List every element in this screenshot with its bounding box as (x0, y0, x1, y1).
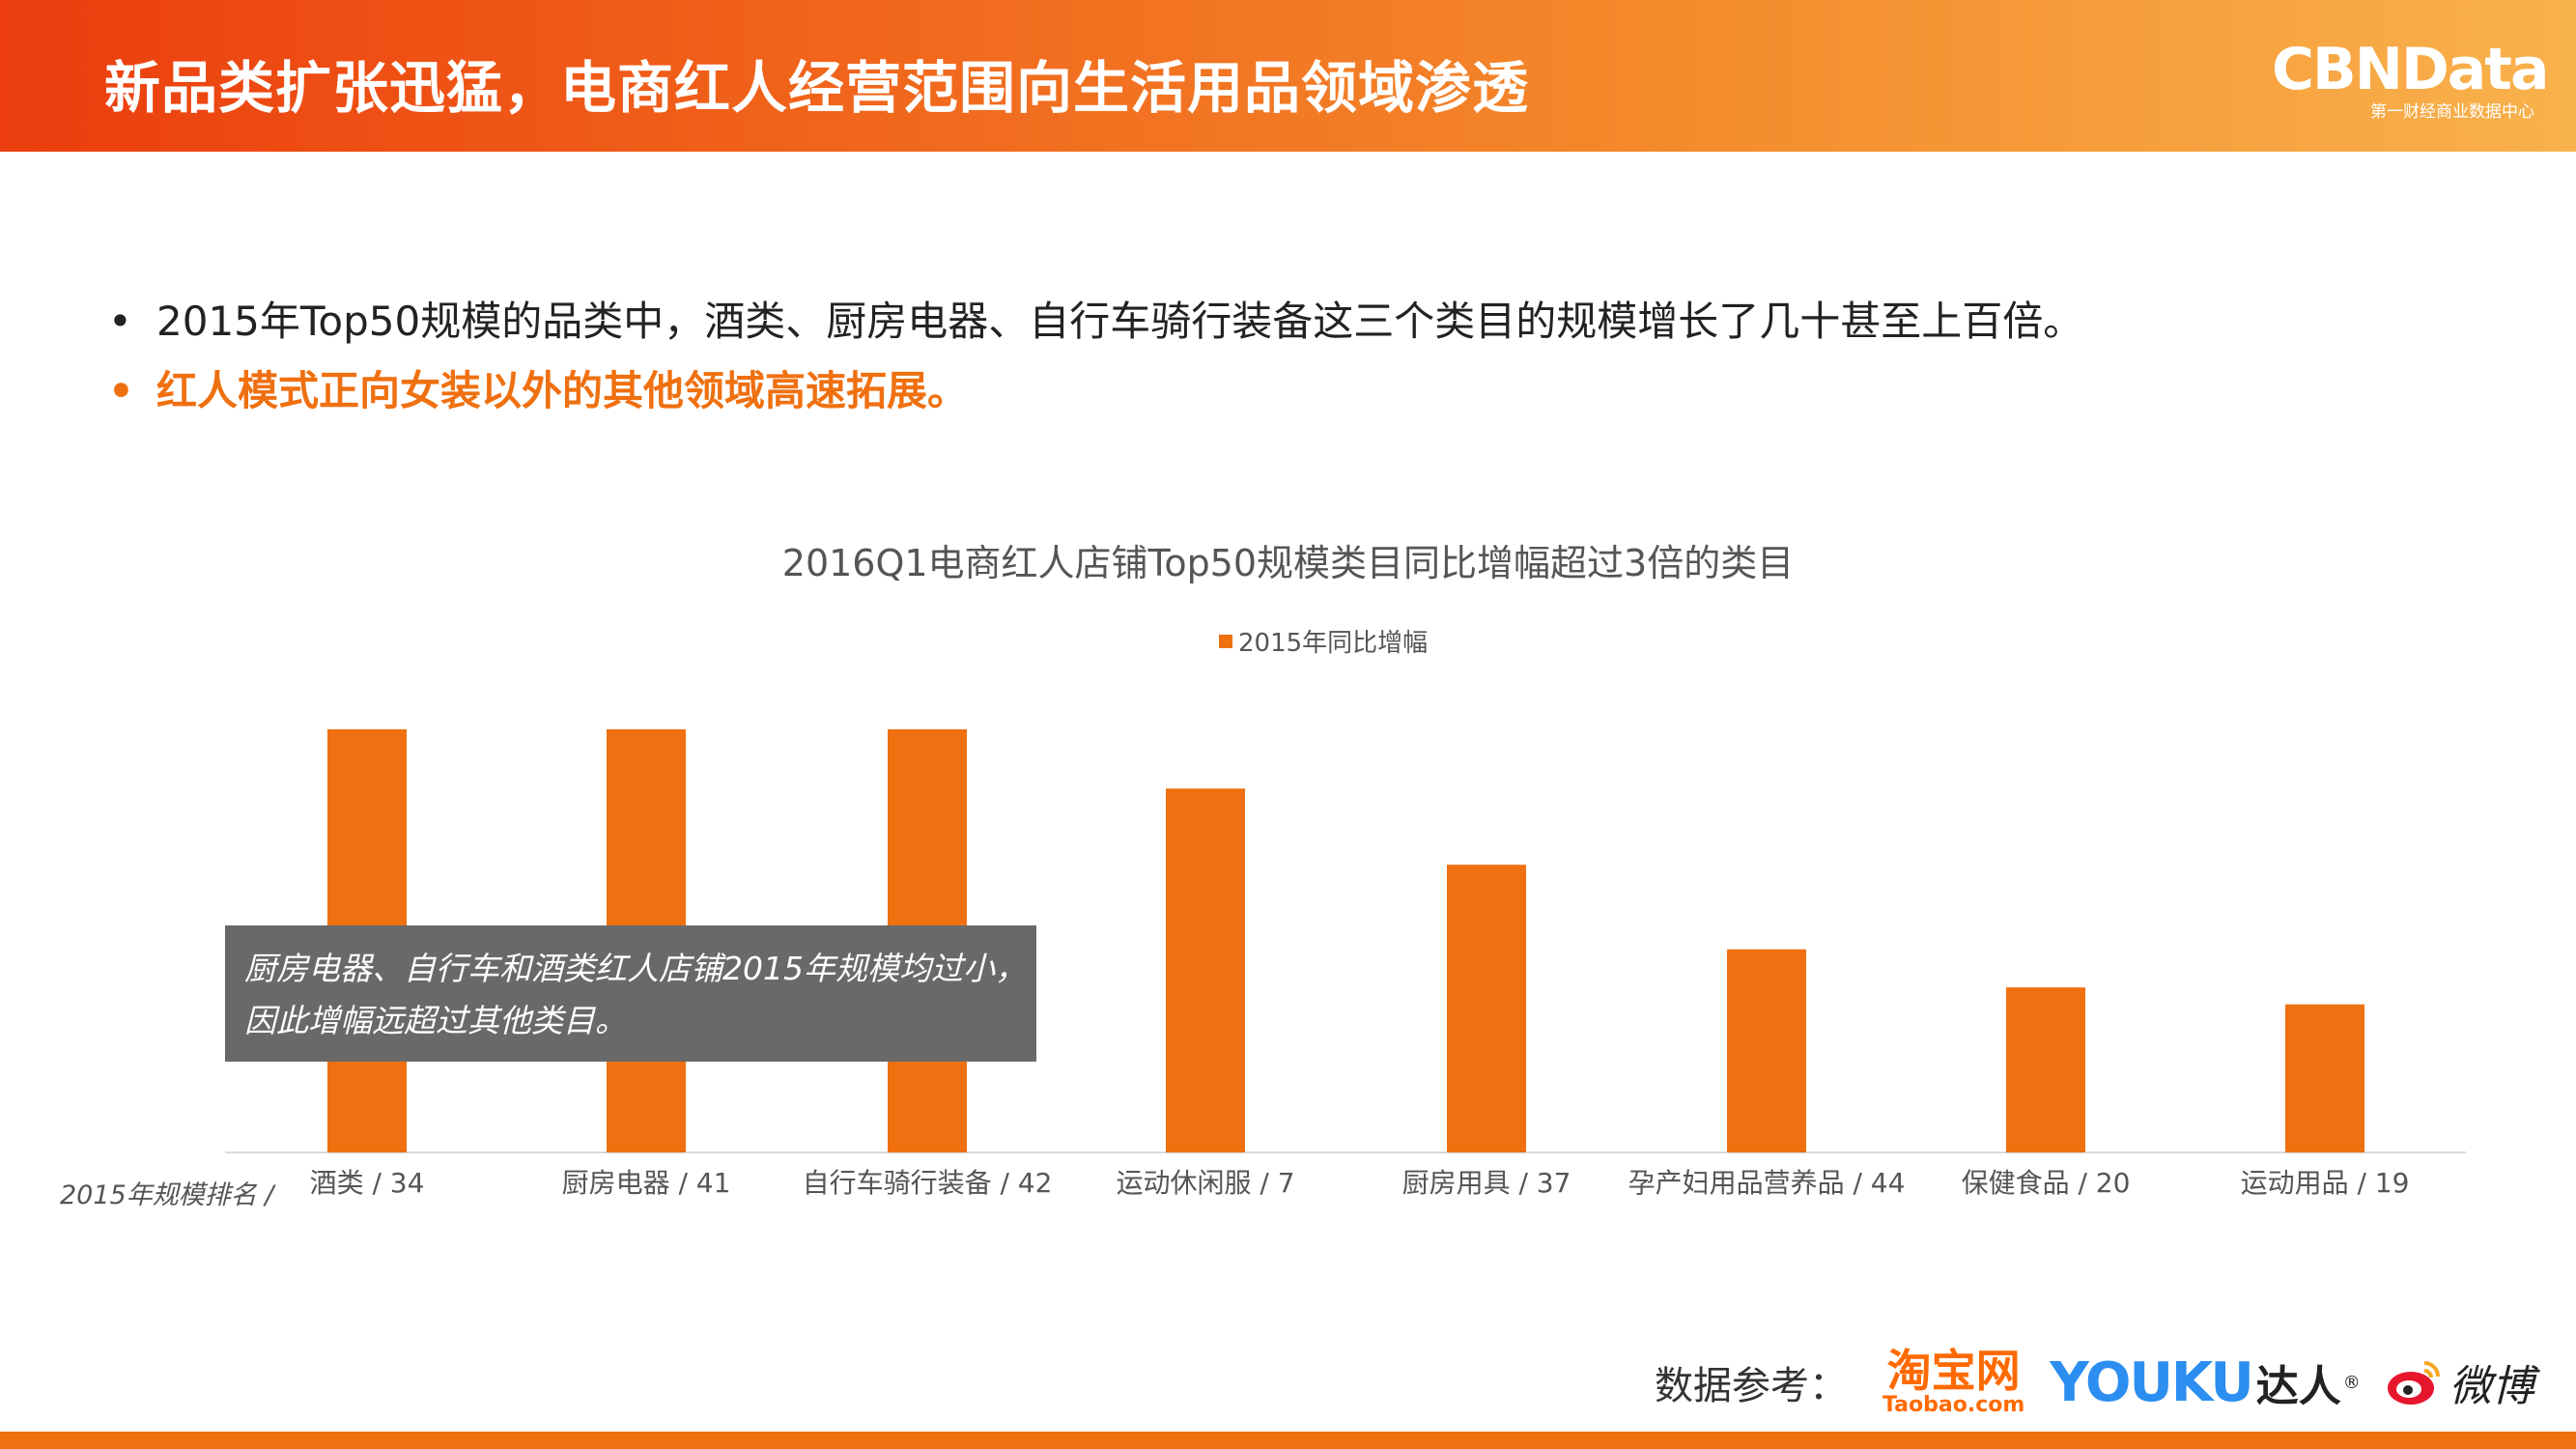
rank-axis-label: 2015年规模排名 / (60, 1180, 274, 1210)
x-tick-label: 保健食品 / 20 (1962, 1167, 2131, 1199)
cbndata-logo: CBNData 第一财经商业数据中心 (2272, 36, 2549, 122)
annotation-line: 因此增幅远超过其他类目。 (244, 1002, 627, 1039)
footer-bar (0, 1432, 2576, 1449)
taobao-logo: 淘宝网 Taobao.com (1882, 1348, 2024, 1417)
annotation-callout: 厨房电器、自行车和酒类红人店铺2015年规模均过小， 因此增幅远超过其他类目。 (225, 925, 1036, 1062)
x-tick-label: 运动用品 / 19 (2241, 1167, 2410, 1199)
legend-label: 2015年同比增幅 (1238, 629, 1429, 658)
bar (1166, 788, 1245, 1152)
legend-swatch (1219, 634, 1232, 648)
taobao-logo-en: Taobao.com (1882, 1393, 2025, 1417)
x-tick-label: 酒类 / 34 (310, 1167, 425, 1199)
page-title: 新品类扩张迅猛，电商红人经营范围向生活用品领域渗透 (104, 55, 1530, 121)
bar (1447, 865, 1526, 1152)
header-banner: 新品类扩张迅猛，电商红人经营范围向生活用品领域渗透 CBNData 第一财经商业… (0, 0, 2576, 152)
brand-subtitle: 第一财经商业数据中心 (2370, 102, 2534, 122)
bullet-text: 红人模式正向女装以外的其他领域高速拓展。 (156, 367, 969, 414)
x-tick-label: 孕产妇用品营养品 / 44 (1628, 1167, 1906, 1199)
x-tick-label: 自行车骑行装备 / 42 (803, 1167, 1053, 1199)
bullet-dot: • (108, 367, 134, 414)
weibo-eye-icon (2387, 1361, 2440, 1405)
x-tick-label: 厨房用具 / 37 (1402, 1167, 1571, 1199)
bar (2285, 1004, 2364, 1152)
taobao-logo-cn: 淘宝网 (1886, 1345, 2021, 1397)
youku-logo-cn: 达人 (2255, 1362, 2341, 1411)
weibo-logo: 微博 (2386, 1351, 2534, 1413)
weibo-logo-cn: 微博 (2449, 1362, 2534, 1411)
bar (1727, 949, 1806, 1152)
bar (2006, 987, 2085, 1152)
brand-name: CBNData (2272, 36, 2549, 103)
x-tick-label: 厨房电器 / 41 (562, 1167, 731, 1199)
bullet-text: 2015年Top50规模的品类中，酒类、厨房电器、自行车骑行装备这三个类目的规模… (156, 298, 2084, 345)
bullet-list: • 2015年Top50规模的品类中，酒类、厨房电器、自行车骑行装备这三个类目的… (104, 295, 2083, 434)
bullet-item-highlight: • 红人模式正向女装以外的其他领域高速拓展。 (104, 364, 2083, 418)
data-sources: 数据参考： 淘宝网 Taobao.com YOUKU 达人 ® 微博 (1655, 1348, 2534, 1417)
chart-legend: 2015年同比增幅 (1219, 623, 1428, 659)
sources-label: 数据参考： (1655, 1364, 1848, 1408)
annotation-line: 厨房电器、自行车和酒类红人店铺2015年规模均过小， (244, 950, 1027, 987)
youku-logo-en: YOUKU (2050, 1350, 2254, 1414)
registered-icon: ® (2342, 1372, 2361, 1393)
youku-logo: YOUKU 达人 ® (2050, 1351, 2361, 1414)
x-tick-label: 运动休闲服 / 7 (1116, 1167, 1294, 1199)
bullet-item: • 2015年Top50规模的品类中，酒类、厨房电器、自行车骑行装备这三个类目的… (104, 295, 2083, 349)
bullet-dot: • (108, 298, 132, 345)
chart-title: 2016Q1电商红人店铺Top50规模类目同比增幅超过3倍的类目 (781, 542, 1795, 584)
